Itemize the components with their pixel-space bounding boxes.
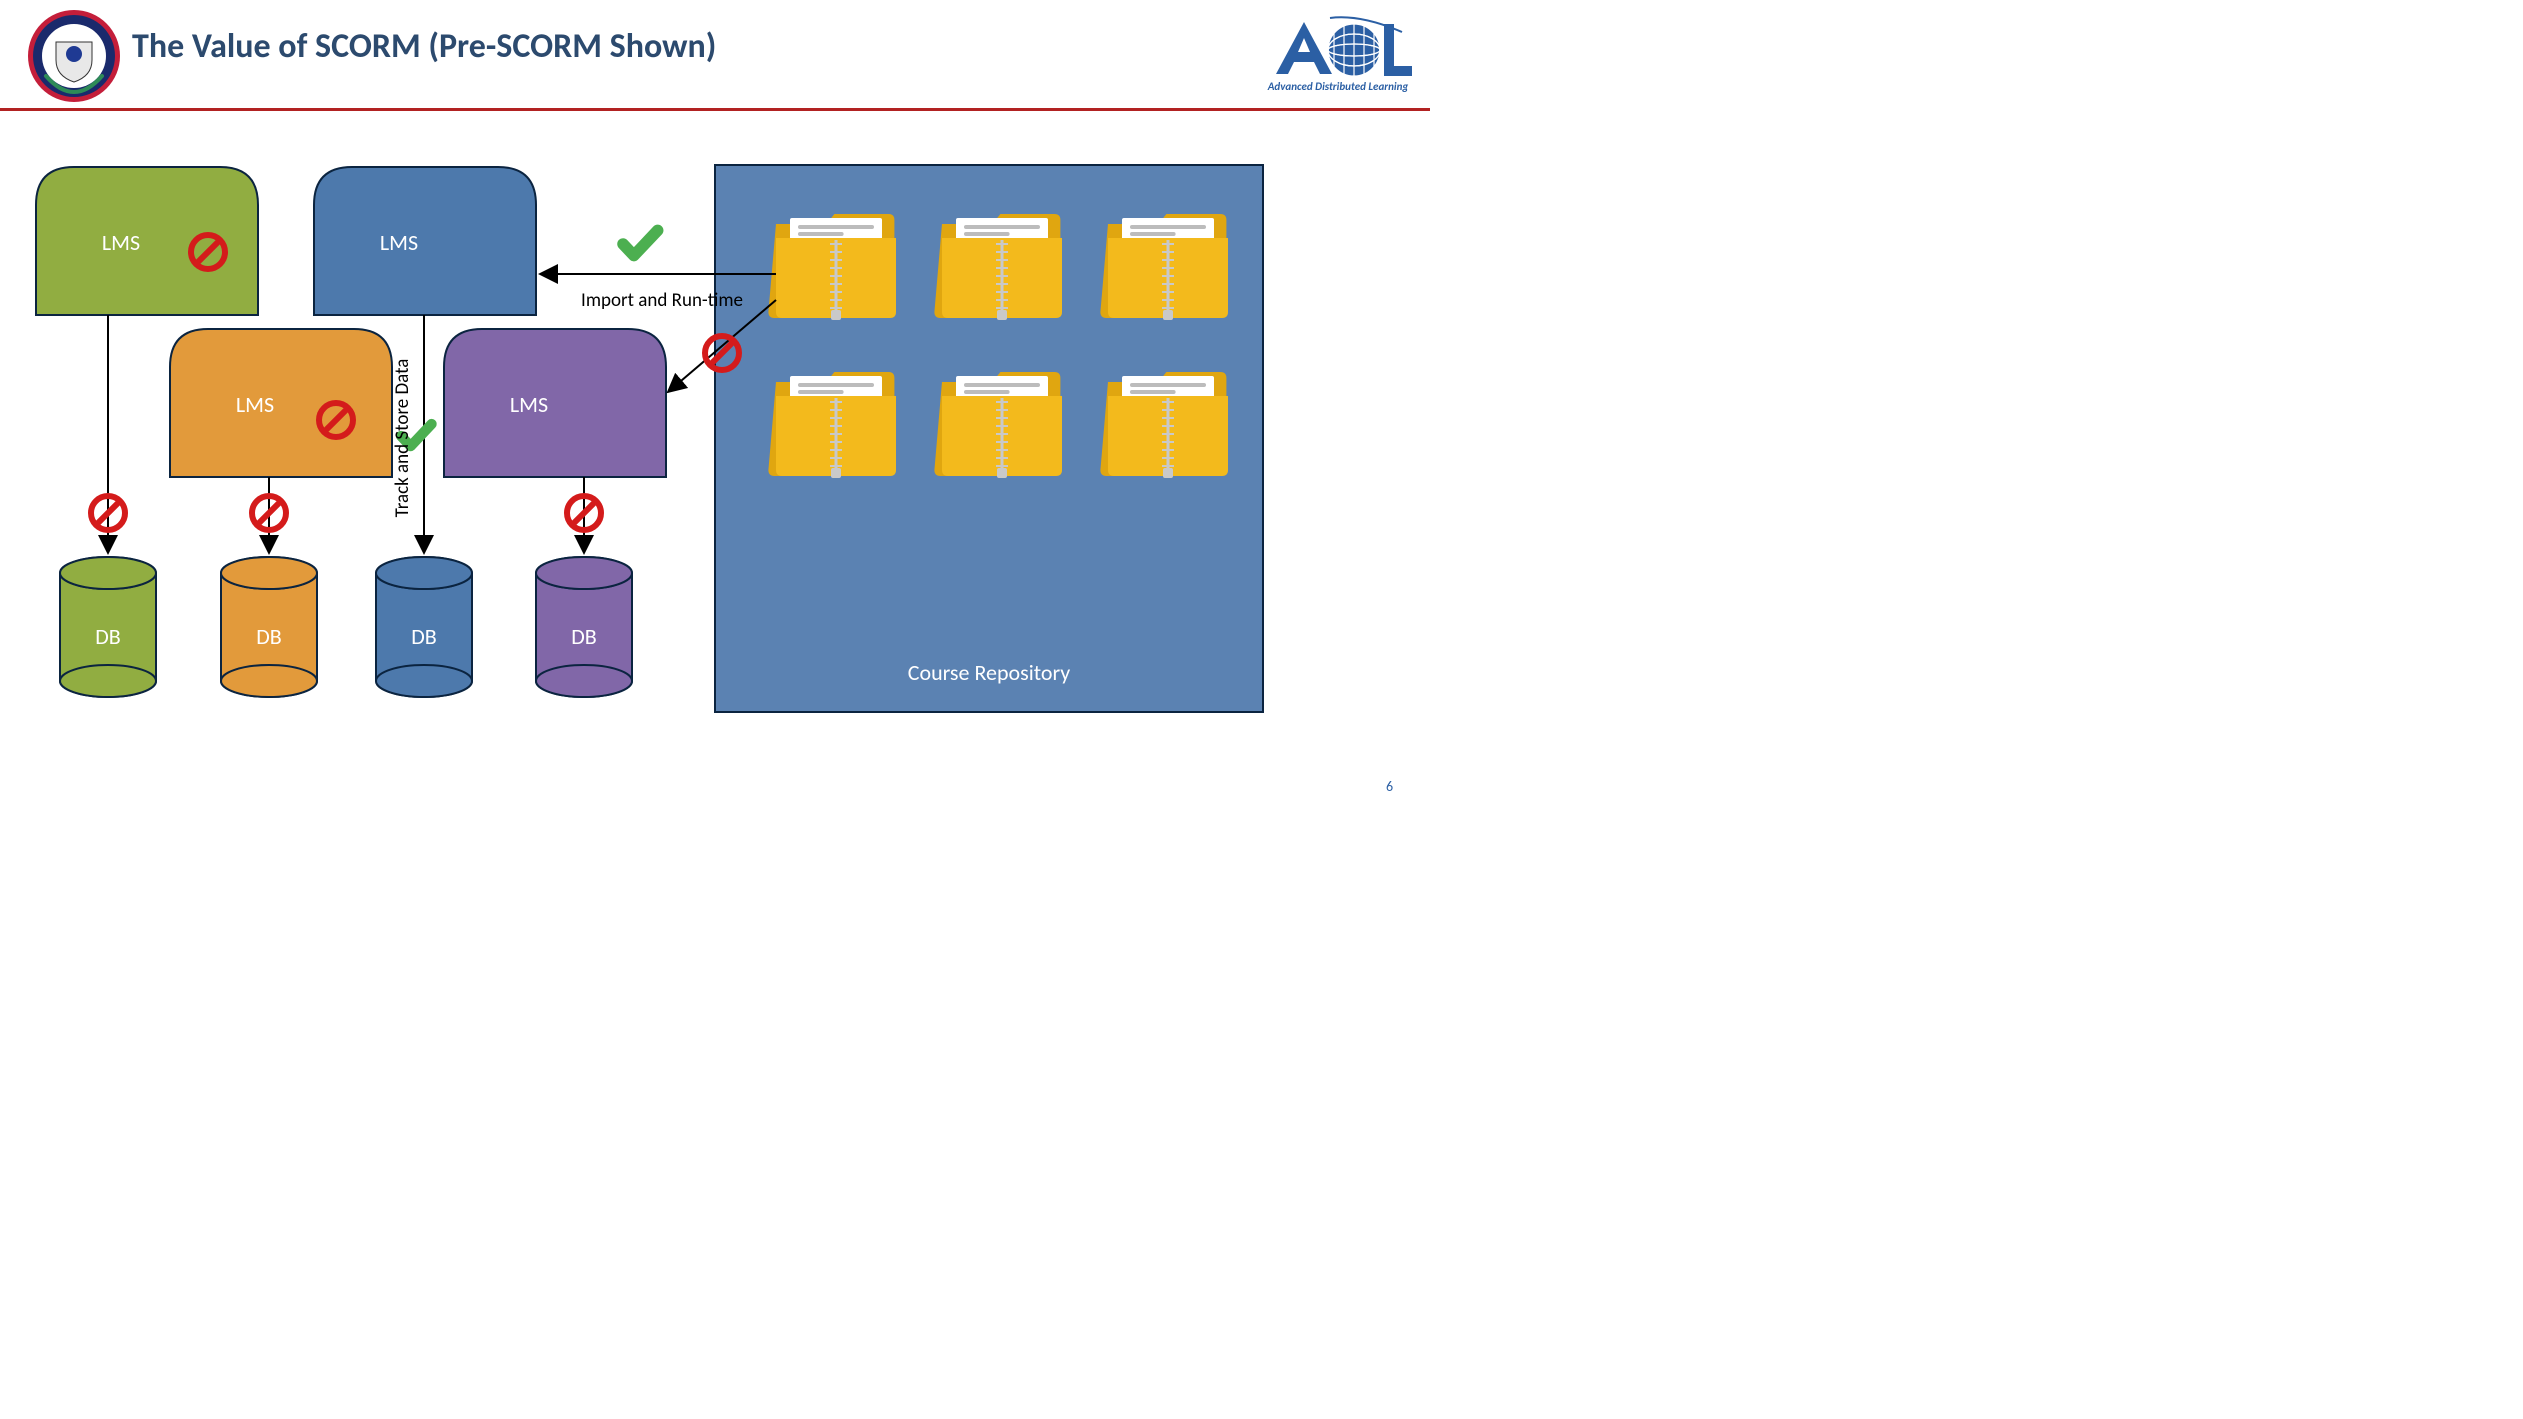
db-label: DB: [571, 623, 597, 650]
page-number: 6: [1386, 778, 1393, 795]
a-orange-db: [252, 477, 286, 553]
a-purple-db: [567, 477, 601, 553]
db-green: DB: [60, 557, 156, 697]
course-folder-icon: [768, 372, 896, 478]
db-label: DB: [256, 623, 282, 650]
lbl-import: Import and Run-time: [581, 289, 743, 312]
db-blue: DB: [376, 557, 472, 697]
course-folder-icon: [768, 214, 896, 320]
db-purple: DB: [536, 557, 632, 697]
lms-label: LMS: [510, 391, 548, 418]
header-rule: [0, 108, 1430, 111]
course-folder-icon: [934, 372, 1062, 478]
course-folder-icon: [934, 214, 1062, 320]
course-folder-icon: [1100, 372, 1228, 478]
course-repository: Course Repository: [715, 165, 1263, 712]
lms-purple: LMS: [444, 329, 666, 477]
repository-label: Course Repository: [908, 659, 1071, 686]
lms-label: LMS: [380, 229, 418, 256]
lms-label: LMS: [236, 391, 274, 418]
a-green-db: [91, 315, 125, 553]
lms-blue: LMS: [314, 167, 536, 315]
slide-title: The Value of SCORM (Pre-SCORM Shown): [132, 26, 716, 67]
lbl-track: Track and Store Data: [391, 359, 414, 518]
logo-dhra: [28, 10, 120, 102]
logo-adl: Advanced Distributed Learning: [1267, 17, 1412, 93]
lms-label: LMS: [102, 229, 140, 256]
db-label: DB: [95, 623, 121, 650]
course-folder-icon: [1100, 214, 1228, 320]
db-label: DB: [411, 623, 437, 650]
lms-orange: LMS: [170, 329, 392, 477]
db-orange: DB: [221, 557, 317, 697]
lms-green: LMS: [36, 167, 258, 315]
check-icon: [623, 230, 658, 255]
svg-text:Advanced Distributed Learning: Advanced Distributed Learning: [1267, 80, 1409, 93]
